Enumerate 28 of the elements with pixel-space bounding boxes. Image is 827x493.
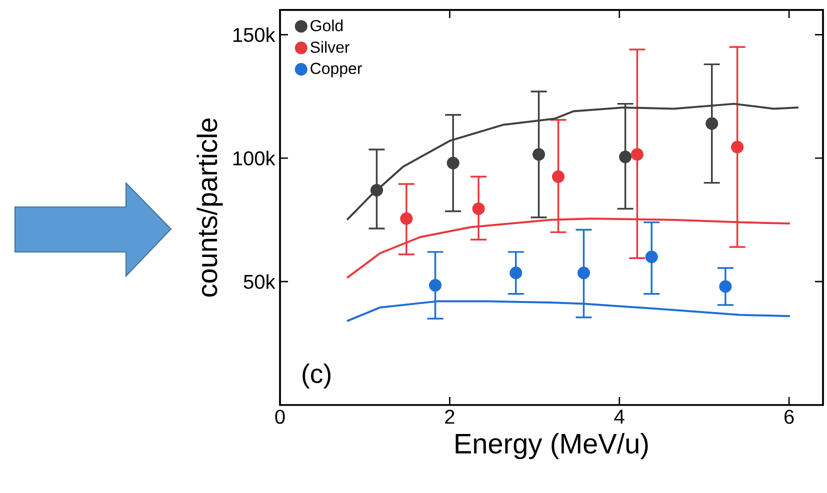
y-tick-label: 50k: [244, 274, 276, 289]
point: [400, 212, 413, 225]
x-tick-label: 4: [614, 410, 624, 424]
point: [370, 184, 383, 196]
x-tick-label: 2: [445, 410, 454, 424]
point: [645, 250, 658, 264]
point: [731, 140, 744, 154]
point: [428, 278, 442, 292]
point: [577, 266, 590, 280]
y-axis-title: counts/particle: [196, 118, 223, 297]
x-tick-label: 6: [784, 410, 794, 424]
point: [619, 150, 632, 164]
legend-label: Silver: [310, 41, 350, 53]
legend-label: Copper: [310, 62, 362, 78]
point: [706, 117, 718, 130]
y-tick-label: 100k: [233, 150, 276, 166]
point: [510, 266, 522, 280]
y-tick-label: 150k: [233, 27, 276, 42]
x-tick-label: 0: [275, 410, 285, 424]
legend-label: Gold: [310, 20, 343, 32]
point: [532, 148, 546, 161]
point: [630, 148, 644, 161]
annotation: (c): [302, 364, 330, 388]
point: [719, 280, 732, 293]
point: [552, 170, 565, 183]
point: [472, 202, 485, 216]
x-axis-title: Energy (MeV/u): [456, 433, 648, 460]
point: [446, 156, 460, 170]
